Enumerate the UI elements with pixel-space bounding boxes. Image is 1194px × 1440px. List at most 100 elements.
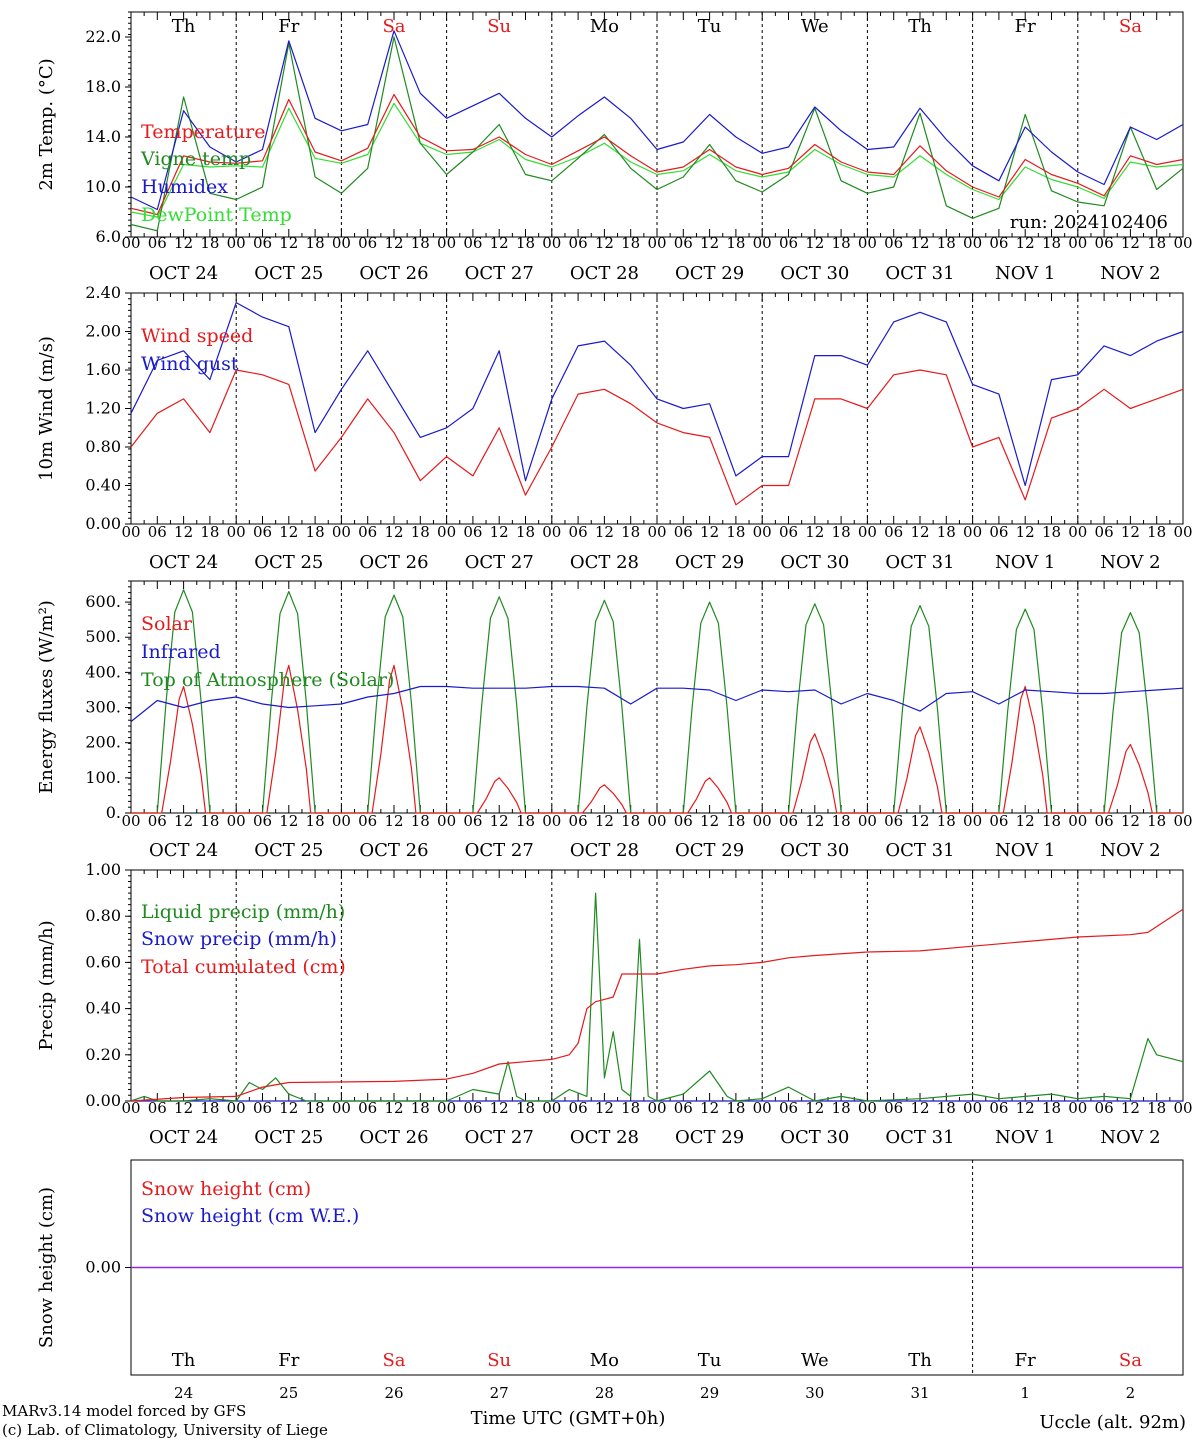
date-label: OCT 31 — [885, 263, 954, 284]
y-tick-label: 200. — [85, 733, 121, 752]
date-label: OCT 27 — [465, 552, 534, 573]
hour-tick-label: 18 — [621, 1099, 640, 1117]
date-label: OCT 30 — [780, 1127, 849, 1148]
hour-tick-label: 12 — [384, 1099, 403, 1117]
hour-tick-label: 18 — [832, 234, 851, 252]
y-tick-label: 0.00 — [85, 1091, 121, 1110]
hour-tick-label: 12 — [490, 234, 509, 252]
legend-entry: Liquid precip (mm/h) — [141, 901, 345, 923]
y-axis-label: Energy fluxes (W/m²) — [36, 600, 57, 794]
legend-entry: Snow height (cm) — [141, 1178, 311, 1200]
hour-tick-label: 18 — [621, 812, 640, 830]
hour-tick-label: 18 — [937, 812, 956, 830]
y-axis-label: 2m Temp. (°C) — [36, 58, 57, 190]
day-of-week-label: Fr — [1015, 1350, 1036, 1371]
hour-tick-label: 06 — [1095, 234, 1114, 252]
hour-tick-label: 12 — [279, 234, 298, 252]
hour-tick-label: 12 — [174, 812, 193, 830]
hour-tick-label: 06 — [463, 1099, 482, 1117]
hour-tick-label: 18 — [411, 1099, 430, 1117]
hour-tick-label: 00 — [753, 234, 772, 252]
hour-tick-label: 12 — [174, 523, 193, 541]
date-label: OCT 31 — [885, 552, 954, 573]
hour-tick-label: 18 — [306, 523, 325, 541]
y-tick-label: 0.00 — [85, 1258, 121, 1277]
date-label: NOV 1 — [995, 263, 1055, 284]
hour-tick-label: 06 — [148, 523, 167, 541]
hour-tick-label: 00 — [121, 234, 140, 252]
date-label: NOV 2 — [1100, 263, 1160, 284]
date-label: OCT 24 — [149, 1127, 218, 1148]
day-of-week-label: Su — [487, 16, 511, 37]
hour-tick-label: 06 — [463, 234, 482, 252]
hour-tick-label: 18 — [621, 234, 640, 252]
hour-tick-label: 06 — [779, 234, 798, 252]
hour-tick-label: 06 — [779, 1099, 798, 1117]
hour-tick-label: 06 — [779, 523, 798, 541]
hour-tick-label: 00 — [1173, 1099, 1192, 1117]
hour-tick-label: 18 — [411, 812, 430, 830]
date-label: OCT 25 — [254, 1127, 323, 1148]
series-line-total-cumulated — [130, 908, 1184, 1102]
hour-tick-label: 18 — [516, 234, 535, 252]
hour-tick-label: 18 — [1147, 1099, 1166, 1117]
hour-tick-label: 12 — [490, 1099, 509, 1117]
date-label: OCT 30 — [780, 263, 849, 284]
hour-tick-label: 06 — [358, 812, 377, 830]
hour-tick-label: 00 — [437, 234, 456, 252]
y-tick-label: 0.80 — [85, 906, 121, 925]
day-of-week-label: We — [801, 1350, 829, 1371]
day-of-week-label: Fr — [278, 1350, 299, 1371]
hour-tick-label: 00 — [332, 812, 351, 830]
hour-tick-label: 12 — [1016, 523, 1035, 541]
hour-tick-label: 12 — [595, 812, 614, 830]
day-of-week-label: Th — [172, 16, 196, 37]
hour-tick-label: 12 — [910, 812, 929, 830]
hour-tick-label: 06 — [1095, 523, 1114, 541]
day-of-week-label: Mo — [590, 16, 619, 37]
hour-tick-label: 12 — [1121, 523, 1140, 541]
hour-tick-label: 06 — [569, 523, 588, 541]
hour-tick-label: 06 — [569, 234, 588, 252]
legend-entry: Total cumulated (cm) — [141, 956, 346, 978]
y-tick-label: 2.00 — [85, 322, 121, 341]
hour-tick-label: 00 — [858, 1099, 877, 1117]
day-number-label: 29 — [700, 1384, 719, 1402]
day-number-label: 24 — [174, 1384, 193, 1402]
day-of-week-label: Tu — [698, 1350, 722, 1371]
date-label: OCT 26 — [359, 263, 428, 284]
hour-tick-label: 18 — [1147, 234, 1166, 252]
hour-tick-label: 18 — [200, 523, 219, 541]
hour-tick-label: 06 — [148, 812, 167, 830]
hour-tick-label: 00 — [542, 523, 561, 541]
y-tick-label: 2.40 — [85, 283, 121, 302]
day-of-week-label: We — [801, 16, 829, 37]
hour-tick-label: 18 — [306, 812, 325, 830]
hour-tick-label: 06 — [989, 812, 1008, 830]
hour-tick-label: 00 — [227, 1099, 246, 1117]
y-tick-label: 0. — [106, 803, 121, 822]
date-label: OCT 31 — [885, 840, 954, 861]
hour-tick-label: 12 — [700, 812, 719, 830]
hour-tick-label: 00 — [1068, 234, 1087, 252]
date-label: OCT 26 — [359, 1127, 428, 1148]
hour-tick-label: 06 — [358, 523, 377, 541]
date-label: OCT 26 — [359, 840, 428, 861]
day-of-week-label: Tu — [698, 16, 722, 37]
day-of-week-label: Fr — [278, 16, 299, 37]
legend-entry: DewPoint Temp — [141, 204, 292, 226]
day-of-week-label: Su — [487, 1350, 511, 1371]
hour-tick-label: 18 — [200, 1099, 219, 1117]
hour-tick-label: 18 — [1042, 523, 1061, 541]
y-tick-label: 0.40 — [85, 999, 121, 1018]
date-label: OCT 31 — [885, 1127, 954, 1148]
date-label: NOV 2 — [1100, 552, 1160, 573]
hour-tick-label: 00 — [1173, 812, 1192, 830]
date-label: OCT 28 — [570, 263, 639, 284]
y-tick-label: 0.60 — [85, 952, 121, 971]
legend-entry: Temperature — [141, 121, 265, 143]
y-tick-label: 14.0 — [85, 127, 121, 146]
day-of-week-label: Fr — [1015, 16, 1036, 37]
hour-tick-label: 00 — [963, 523, 982, 541]
hour-tick-label: 06 — [989, 523, 1008, 541]
